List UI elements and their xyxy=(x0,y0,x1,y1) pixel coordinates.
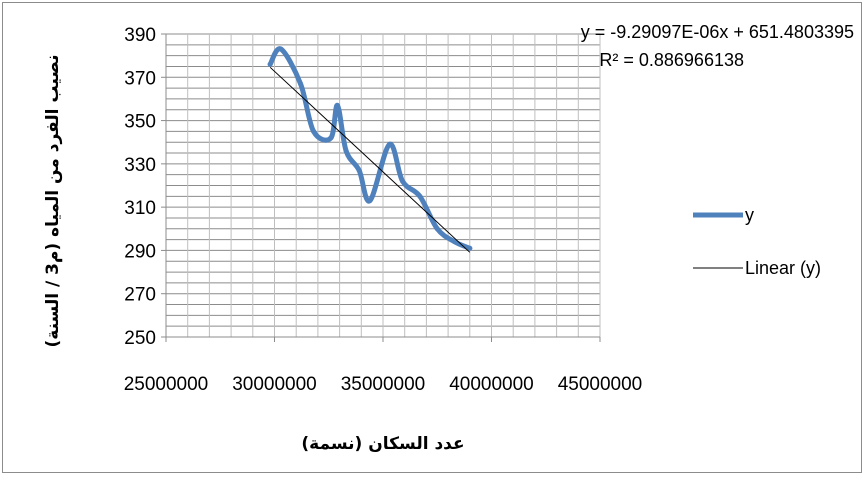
legend-label-y: y xyxy=(745,205,754,225)
data-point xyxy=(400,178,406,184)
y-tick-label: 270 xyxy=(124,285,156,306)
data-point xyxy=(434,226,440,232)
data-point xyxy=(343,148,349,154)
data-point xyxy=(311,128,317,134)
trendline-equation: y = -9.29097E-06x + 651.4803395 xyxy=(581,22,854,42)
data-point xyxy=(267,61,273,67)
y-tick-label: 250 xyxy=(124,328,156,349)
trendline-r2: R² = 0.886966138 xyxy=(599,50,744,70)
legend-label-linear: Linear (y) xyxy=(745,258,821,278)
x-tick-label: 30000000 xyxy=(232,374,317,395)
series-layer xyxy=(267,46,473,251)
y-tick-label: 330 xyxy=(124,155,156,176)
y-tick-label: 370 xyxy=(124,68,156,89)
x-tick-label: 35000000 xyxy=(341,374,426,395)
data-point xyxy=(387,141,393,147)
data-point xyxy=(278,46,284,52)
grid-lines xyxy=(165,33,601,338)
x-tick-label: 25000000 xyxy=(124,374,209,395)
x-tick-label: 45000000 xyxy=(558,374,643,395)
data-point xyxy=(367,198,373,204)
data-point xyxy=(356,167,362,173)
x-tick-label: 40000000 xyxy=(449,374,534,395)
trendline-layer xyxy=(269,66,471,253)
data-point xyxy=(467,245,473,251)
data-point xyxy=(452,239,458,245)
y-tick-label: 290 xyxy=(124,241,156,262)
tick-labels: 250 270 290 310 330 350 370 390 25000000 30000000… xyxy=(124,25,643,395)
data-point xyxy=(328,135,334,141)
y-tick-label: 390 xyxy=(124,25,156,46)
data-point xyxy=(334,102,340,108)
y-axis-title: نصيب الفرد من المياه (م3 / السنة) xyxy=(43,55,63,348)
trendline xyxy=(269,66,471,253)
x-axis-title: عدد السكان (نسمة) xyxy=(301,434,464,454)
data-point xyxy=(298,81,304,87)
y-tick-label: 350 xyxy=(124,112,156,133)
chart-frame: 250 270 290 310 330 350 370 390 25000000 30000000… xyxy=(2,2,862,473)
data-point xyxy=(417,193,423,199)
legend: y Linear (y) xyxy=(693,205,821,278)
chart-canvas: 250 270 290 310 330 350 370 390 25000000 30000000… xyxy=(43,22,854,454)
y-tick-label: 310 xyxy=(124,198,156,219)
